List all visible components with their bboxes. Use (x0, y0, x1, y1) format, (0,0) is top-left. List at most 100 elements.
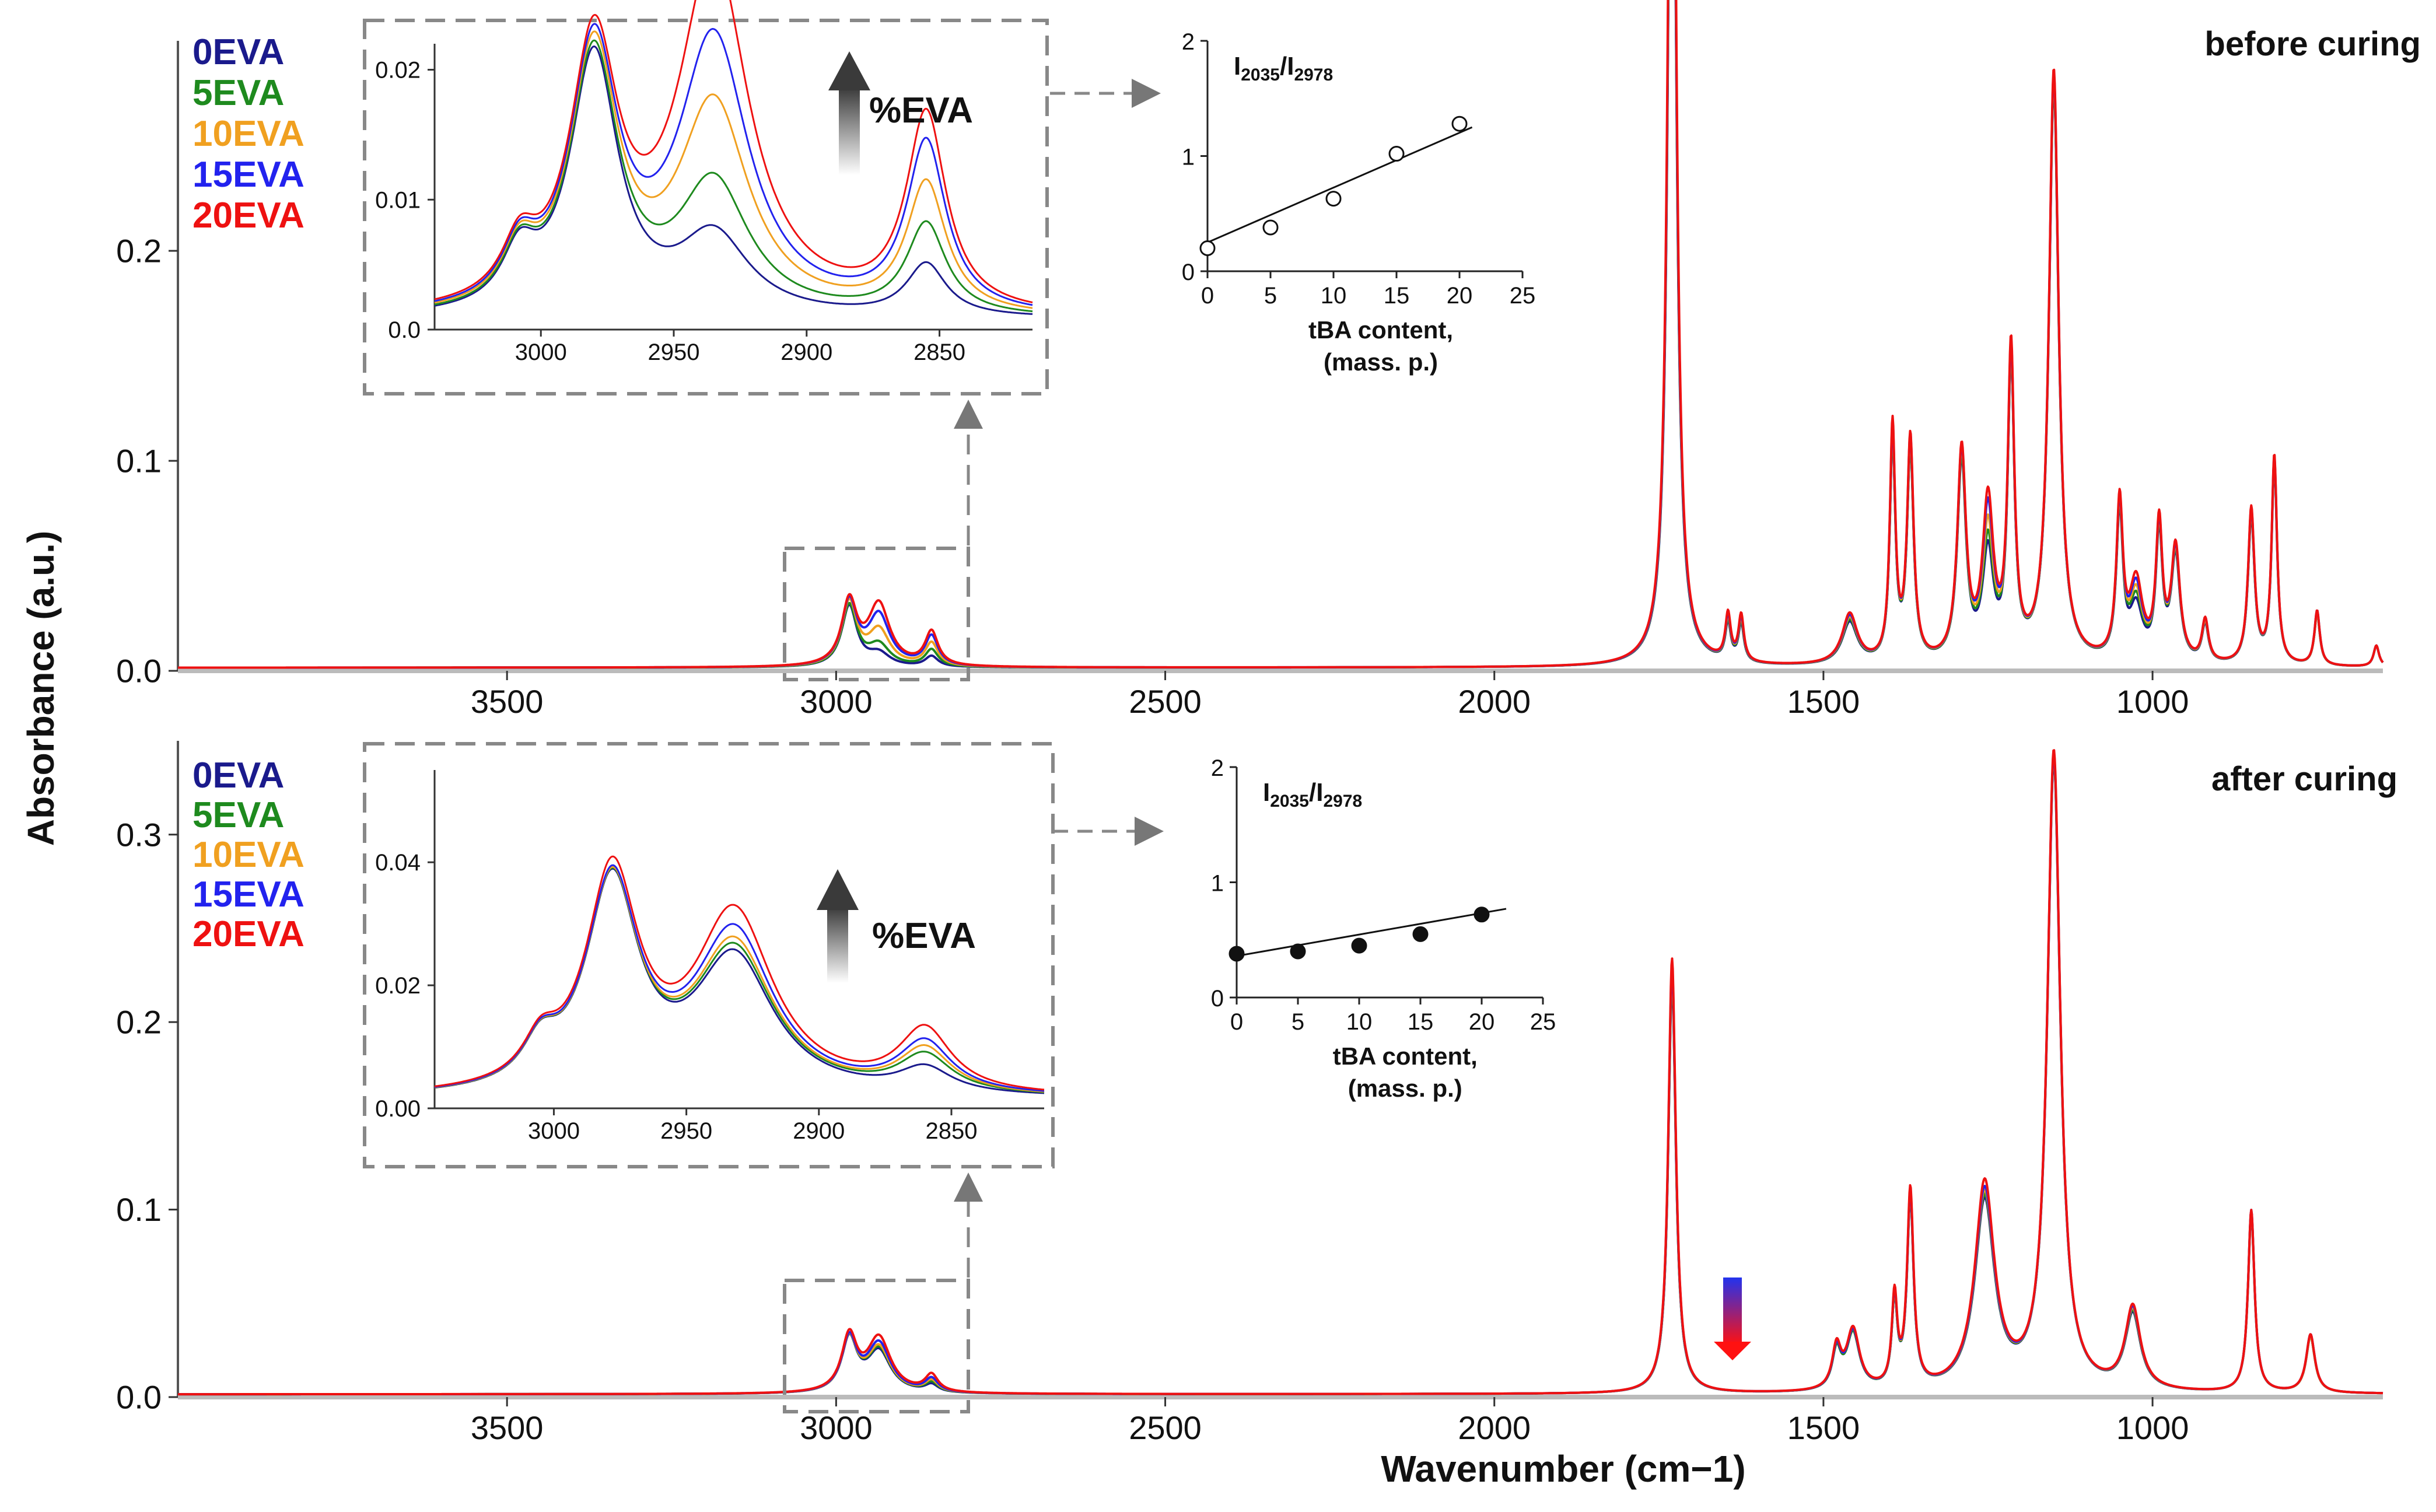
legend-item-15EVA: 15EVA (192, 874, 304, 915)
before-inset-plot: 0.0 0.01 0.02 3000 2950 2900 2850 (375, 0, 1033, 365)
x-tick-label: 2950 (660, 1118, 712, 1144)
series-line-15EVA (434, 864, 1045, 1092)
series-line-0EVA (434, 46, 1033, 315)
legend-item-20EVA: 20EVA (192, 914, 304, 954)
scatter-x-tick-label: 25 (1510, 283, 1536, 309)
scatter-point (1451, 116, 1468, 132)
y-tick-label: 0.0 (116, 1379, 162, 1416)
scatter-point (1388, 146, 1405, 162)
scatter-x-tick-label: 25 (1530, 1009, 1556, 1035)
x-tick-label: 3000 (515, 340, 567, 365)
y-tick-label: 0.2 (116, 1004, 162, 1041)
x-tick-label: 2950 (648, 340, 700, 365)
scatter-y-tick-label: 0 (1182, 260, 1195, 285)
series-line-15EVA (434, 23, 1033, 306)
after-inset-plot: 0.00 0.02 0.04 3000 2950 2900 2850 (375, 770, 1045, 1144)
y-tick-label: 0.02 (375, 58, 421, 83)
legend-item-5EVA: 5EVA (192, 795, 284, 835)
y-tick-label: 0.0 (116, 653, 162, 690)
scatter-y-tick-label: 1 (1182, 145, 1195, 170)
x-tick-label: 3000 (800, 683, 873, 720)
scatter-point (1351, 937, 1367, 954)
y-tick-label: 0.0 (388, 317, 421, 343)
curing-arrow-head (1714, 1342, 1751, 1360)
series-line-20EVA (177, 0, 2384, 669)
y-tick-label: 0.1 (116, 443, 162, 480)
scatter-point (1262, 219, 1279, 236)
scatter-point (1228, 946, 1245, 962)
scatter-point (1199, 240, 1216, 256)
legend-item-10EVA: 10EVA (192, 835, 304, 875)
scatter-point (1474, 907, 1490, 923)
legend-item-10EVA: 10EVA (192, 114, 304, 154)
zoom-box-before (783, 547, 970, 681)
x-tick-label: 3000 (800, 1409, 873, 1446)
scatter-x-label-2: (mass. p.) (1324, 348, 1438, 376)
legend-item-20EVA: 20EVA (192, 195, 304, 236)
scatter-x-label-2: (mass. p.) (1348, 1074, 1462, 1102)
eva-label-after: %EVA (872, 916, 976, 956)
scatter-x-label: tBA content, (1333, 1042, 1478, 1070)
scatter-x-tick-label: 0 (1230, 1009, 1243, 1035)
scatter-x-tick-label: 15 (1384, 283, 1410, 309)
y-tick-label: 0.3 (116, 816, 162, 853)
scatter-fit-line (1207, 126, 1473, 244)
x-tick-label: 2850 (914, 340, 965, 365)
scatter-y-tick-label: 2 (1211, 755, 1224, 781)
inset-frame-before (363, 19, 1049, 396)
x-tick-label: 2900 (793, 1118, 845, 1144)
x-tick-label: 2000 (1458, 683, 1531, 720)
panel-label-after: after curing (2211, 760, 2398, 798)
scatter-point (1325, 191, 1342, 207)
scatter-y-tick-label: 2 (1182, 29, 1195, 55)
legend-item-0EVA: 0EVA (192, 755, 284, 796)
y-tick-label: 0.04 (375, 850, 421, 876)
y-tick-label: 0.02 (375, 973, 421, 999)
x-axis-title: Wavenumber (cm−1) (1381, 1448, 1745, 1490)
legend-item-15EVA: 15EVA (192, 155, 304, 195)
scatter-fit-line (1236, 908, 1507, 957)
x-tick-label: 2000 (1458, 1409, 1531, 1446)
series-line-20EVA (177, 749, 2384, 1396)
eva-label-before: %EVA (869, 90, 973, 131)
x-tick-label: 1500 (1787, 683, 1860, 720)
x-tick-label: 2900 (780, 340, 832, 365)
series-line-20EVA (434, 855, 1045, 1091)
scatter-x-tick-label: 20 (1447, 283, 1473, 309)
x-tick-label: 3500 (471, 1409, 544, 1446)
legend-item-0EVA: 0EVA (192, 32, 284, 72)
scatter-x-label: tBA content, (1308, 316, 1453, 344)
legend-item-5EVA: 5EVA (192, 73, 284, 113)
scatter-x-tick-label: 20 (1469, 1009, 1495, 1035)
scatter-y-label: I2035/I2978 (1263, 778, 1362, 811)
inset-frame-after (363, 742, 1055, 1168)
series-line-20EVA (434, 0, 1033, 303)
x-tick-label: 2850 (925, 1118, 977, 1144)
x-tick-label: 1500 (1787, 1409, 1860, 1446)
panel-label-before: before curing (2204, 25, 2421, 63)
y-tick-label: 0.00 (375, 1096, 421, 1122)
curing-arrow (1723, 1278, 1742, 1345)
scatter-y-tick-label: 1 (1211, 871, 1224, 897)
scatter-x-tick-label: 10 (1346, 1009, 1373, 1035)
x-tick-label: 2500 (1129, 683, 1202, 720)
y-tick-label: 0.01 (375, 187, 421, 213)
y-tick-label: 0.1 (116, 1191, 162, 1228)
x-tick-label: 1000 (2116, 1409, 2189, 1446)
zoom-box-after (783, 1279, 970, 1413)
x-tick-label: 3000 (528, 1118, 580, 1144)
eva-arrow-before (839, 88, 860, 175)
x-tick-label: 2500 (1129, 1409, 1202, 1446)
y-axis-title: Absorbance (a.u.) (20, 531, 62, 846)
scatter-x-tick-label: 5 (1264, 283, 1277, 309)
eva-arrow-after (827, 907, 848, 983)
series-line-10EVA (434, 30, 1033, 309)
x-tick-label: 1000 (2116, 683, 2189, 720)
scatter-y-label: I2035/I2978 (1234, 52, 1333, 85)
scatter-y-tick-label: 0 (1211, 986, 1224, 1012)
